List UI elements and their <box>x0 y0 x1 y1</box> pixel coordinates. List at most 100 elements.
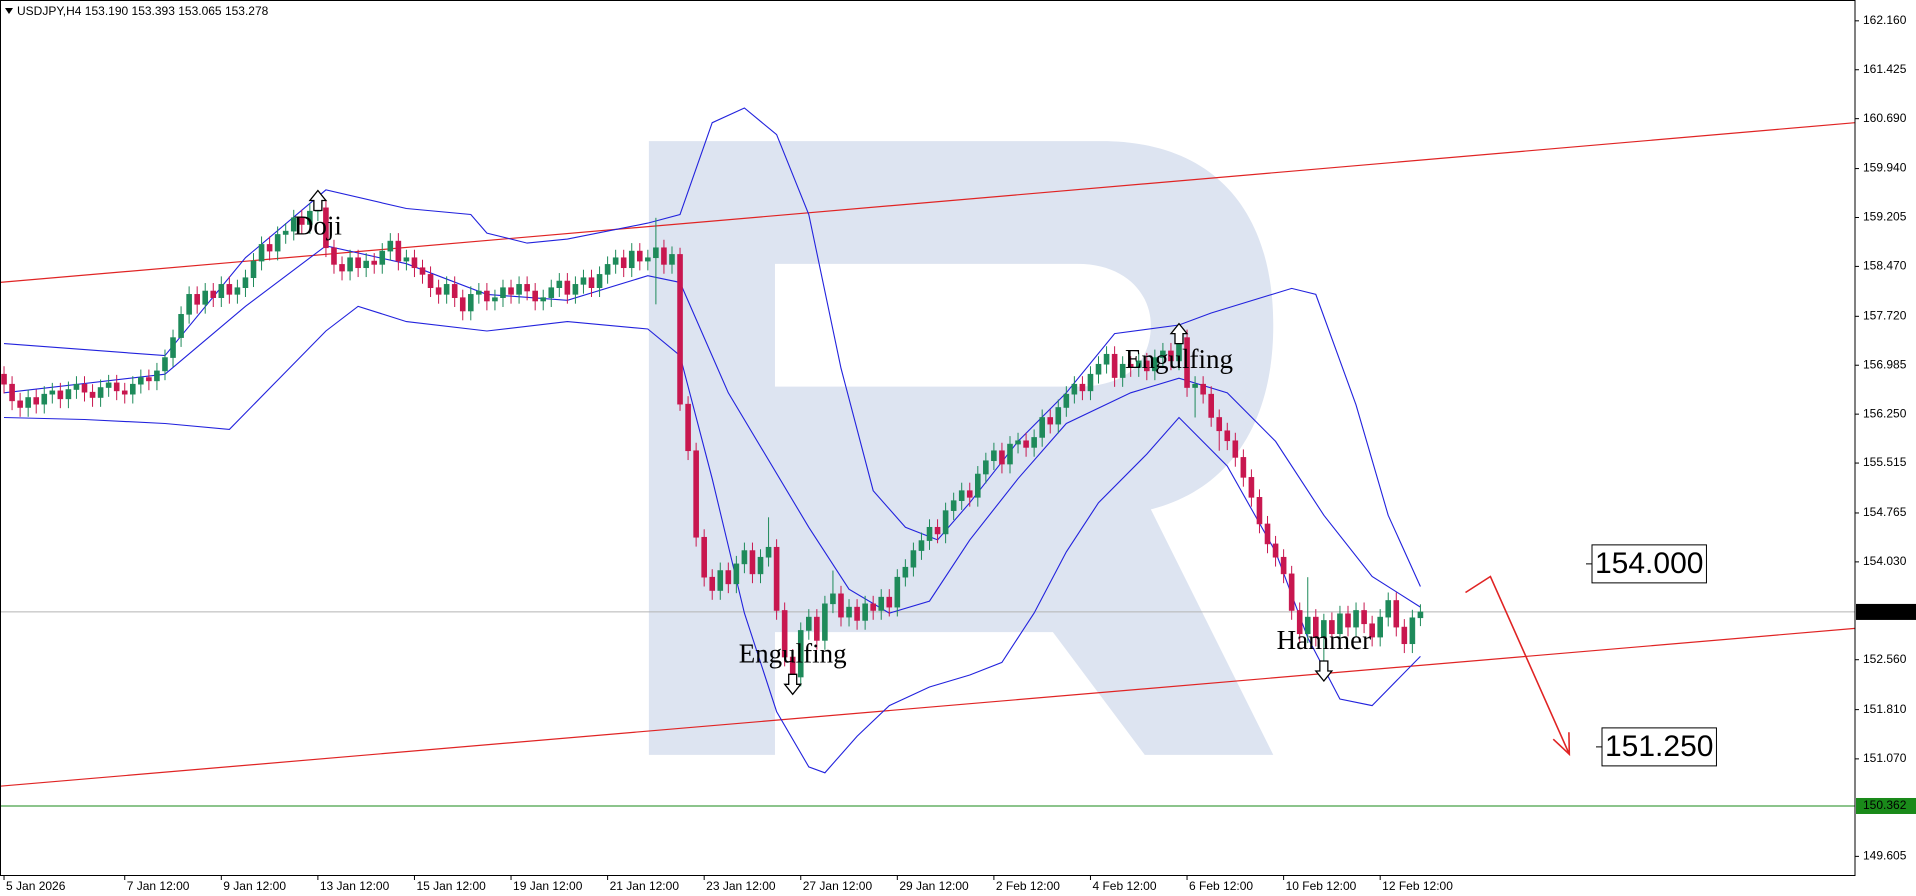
y-tick-label: 156.985 <box>1863 357 1907 371</box>
y-tick-label: 155.515 <box>1863 455 1907 469</box>
candle-body <box>1023 440 1029 448</box>
y-tick-label: 149.605 <box>1863 849 1907 863</box>
candle-body <box>492 297 498 302</box>
candle-body <box>459 297 466 312</box>
candle-body <box>1 373 7 385</box>
candle-body <box>870 603 876 611</box>
menu-triangle[interactable] <box>5 8 13 14</box>
candle-body <box>274 234 281 252</box>
pattern-arrow <box>783 673 803 696</box>
candle-body <box>564 280 571 295</box>
candle-body <box>1337 613 1343 635</box>
candle-body <box>693 450 699 538</box>
candle-body <box>966 490 973 498</box>
candle-body <box>1321 620 1327 638</box>
candle-body <box>1345 613 1351 628</box>
y-tick-label: 152.560 <box>1863 652 1907 666</box>
y-tick-label: 151.070 <box>1863 751 1907 765</box>
candle-body <box>653 247 659 259</box>
candle-body <box>999 450 1005 465</box>
candle-body <box>403 257 410 262</box>
candle-body <box>154 370 160 382</box>
candle-body <box>266 244 273 252</box>
y-tick-label: 157.720 <box>1863 308 1907 322</box>
x-tick-label: 9 Jan 12:00 <box>223 879 286 893</box>
candle-body <box>210 290 217 298</box>
candle-body <box>991 450 997 462</box>
candle-body <box>894 576 901 608</box>
candle-body <box>1272 543 1279 558</box>
candle-body <box>733 563 740 585</box>
candle-body <box>1071 383 1078 395</box>
candle-body <box>677 254 683 405</box>
candle-body <box>500 287 506 298</box>
candle-body <box>1224 430 1231 442</box>
candle-body <box>612 257 619 265</box>
candle-body <box>1216 417 1223 432</box>
candle-body <box>701 536 707 578</box>
y-tick-label: 159.205 <box>1863 210 1907 224</box>
candle-body <box>33 397 40 405</box>
candle-body <box>588 277 595 288</box>
price-label-box <box>1856 797 1916 814</box>
x-tick-label: 13 Jan 12:00 <box>320 879 390 893</box>
candle-body <box>548 287 555 298</box>
candle-body <box>926 526 933 541</box>
candle-body <box>765 546 772 558</box>
pattern-arrow <box>1169 322 1189 345</box>
candle-body <box>1393 600 1400 628</box>
candle-body <box>290 217 297 232</box>
candle-body <box>1369 623 1375 638</box>
candle-body <box>950 500 957 511</box>
candle-body <box>1135 360 1142 368</box>
candle-body <box>1160 350 1166 358</box>
candle-body <box>170 337 176 358</box>
plot-frame <box>0 0 1856 876</box>
candle-body <box>902 566 909 578</box>
candle-body <box>1095 363 1102 375</box>
bollinger-band <box>3 245 1421 614</box>
candle-body <box>636 250 643 262</box>
candle-body <box>113 382 120 392</box>
candle-body <box>1007 443 1013 465</box>
candle-body <box>1417 611 1424 619</box>
level-box <box>1601 727 1717 767</box>
candle-body <box>1127 363 1134 368</box>
candle-body <box>1031 437 1037 448</box>
candle-body <box>1192 383 1198 388</box>
x-tick-label: 21 Jan 12:00 <box>610 879 680 893</box>
candle-body <box>918 540 925 551</box>
candle-body <box>878 596 885 611</box>
candle-body <box>81 383 88 393</box>
candle-body <box>9 383 15 402</box>
candle-body <box>1184 337 1190 388</box>
watermark-shape <box>648 141 1274 755</box>
candle-body <box>516 284 522 295</box>
candle-body <box>1055 407 1062 425</box>
symbol-header: USDJPY,H4 153.190 153.393 153.065 153.27… <box>17 4 269 18</box>
candle-body <box>1296 610 1303 635</box>
candle-body <box>129 383 136 395</box>
candle-body <box>846 606 852 618</box>
candle-body <box>757 556 764 575</box>
x-tick-label: 4 Feb 12:00 <box>1092 879 1156 893</box>
candle-body <box>1264 523 1271 545</box>
pattern-label: Doji <box>294 211 342 241</box>
candle-body <box>121 390 128 395</box>
candle-body <box>958 490 965 501</box>
candle-body <box>307 210 313 225</box>
candle-body <box>1039 417 1045 438</box>
forecast-arrowhead <box>1552 732 1571 757</box>
candle-body <box>1361 610 1367 625</box>
candle-body <box>467 294 474 312</box>
candle-body <box>339 264 345 272</box>
candle-body <box>371 260 378 265</box>
y-tick-label: 162.160 <box>1863 13 1907 27</box>
candle-body <box>1200 383 1206 395</box>
candle-body <box>1015 440 1021 445</box>
channel-line <box>0 627 1856 787</box>
candle-body <box>862 603 868 621</box>
candle-body <box>89 391 96 398</box>
candle-body <box>620 257 627 269</box>
